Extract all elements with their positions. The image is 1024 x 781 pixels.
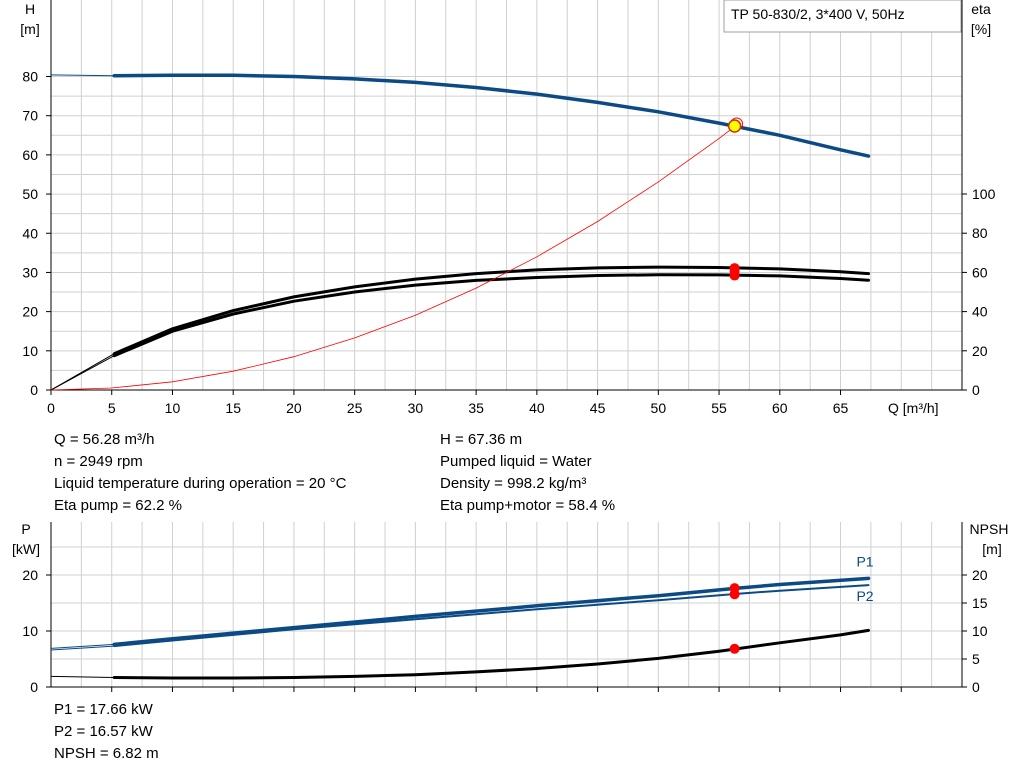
bottom-panel-right-tick-label: 10 [972,623,988,639]
top-left-axis-unit: [m] [20,21,39,37]
chart-title-box [723,0,962,33]
top-panel-x-tick-label: 65 [833,400,849,416]
bottom-panel-left-tick-label: 0 [30,679,38,695]
top-panel-right-tick-label: 80 [972,225,988,241]
info-flow: Q = 56.28 m³/h [54,431,155,448]
curve-system_curve [50,123,739,391]
bottom-panel-right-tick-label: 15 [972,595,988,611]
bottom-panel-right-tick-label: 20 [972,567,988,583]
top-panel-x-tick-label: 25 [347,400,363,416]
bottom-panel-right-tick-label: 0 [972,679,980,695]
operating-point-marker [729,270,740,281]
info-head: H = 67.36 m [440,431,523,448]
info-density: Density = 998.2 kg/m³ [440,475,587,492]
curve-eta_pump_motor [112,273,870,358]
top-panel-x-tick-label: 15 [225,400,241,416]
top-panel-x-tick-label: 0 [47,400,55,416]
top-panel-left-tick-label: 0 [30,382,38,398]
top-panel-right-tick-label: 40 [972,304,988,320]
info-top-left: Q = 56.28 m³/h n = 2949 rpm Liquid tempe… [54,429,346,517]
bottom-right-axis-unit: [m] [982,541,1001,557]
top-right-axis-name: eta [971,1,991,17]
top-right-axis-unit: [%] [971,21,991,37]
top-panel-x-tick-label: 40 [529,400,545,416]
top-panel-left-tick-label: 10 [22,343,38,359]
duty-point-marker [727,119,742,133]
info-p1: P1 = 17.66 kW [54,701,153,718]
info-eta-pump-motor: Eta pump+motor = 58.4 % [440,497,616,514]
operating-point-marker [729,643,740,654]
operating-point-marker [729,589,740,600]
top-panel-left-tick-label: 20 [22,304,38,320]
top-panel-grid [50,0,963,391]
curve-npsh [112,628,870,680]
top-panel-left-tick-label: 80 [22,69,38,85]
top-panel-x-tick-label: 5 [108,400,116,416]
top-panel-left-tick-label: 50 [22,186,38,202]
top-panel-x-tick-label: 10 [165,400,181,416]
top-left-axis-name: H [25,1,35,17]
top-panel-x-tick-label: 30 [408,400,424,416]
curve-p2 [113,584,870,648]
top-panel-left-tick-label: 60 [22,147,38,163]
top-panel-left-tick-label: 30 [22,264,38,280]
curve-eta_pump [112,265,870,356]
chart-title: TP 50-830/2, 3*400 V, 50Hz [731,6,905,22]
series-label-p1: P1 [856,553,873,569]
top-panel-right-tick-label: 20 [972,343,988,359]
bottom-panel-grid [50,522,963,688]
info-eta-pump: Eta pump = 62.2 % [54,497,182,514]
bottom-panel-right-tick-label: 5 [972,651,980,667]
curve-h-extension [50,74,115,77]
bottom-panel-left-tick-label: 10 [22,623,38,639]
top-panel-left-tick-label: 40 [22,225,38,241]
top-panel-x-tick-label: 45 [590,400,606,416]
bottom-left-axis-unit: [kW] [12,541,40,557]
info-p2: P2 = 16.57 kW [54,723,153,740]
info-bottom: P1 = 17.66 kW P2 = 16.57 kW NPSH = 6.82 … [54,699,159,765]
top-panel-x-tick-label: 55 [711,400,727,416]
info-pumped-liquid: Pumped liquid = Water [440,453,592,470]
bottom-right-axis-name: NPSH [970,521,1009,537]
curve-p1-extension [50,643,115,649]
top-panel-x-tick-label: 50 [651,400,667,416]
top-panel-right-tick-label: 0 [972,382,980,398]
top-panel-x-tick-label: 35 [468,400,484,416]
top-panel-right-tick-label: 60 [972,264,988,280]
bottom-panel-left-tick-label: 20 [22,567,38,583]
top-panel-left-tick-label: 70 [22,108,38,124]
curve-h [112,73,871,158]
info-speed: n = 2949 rpm [54,453,143,470]
curve-p2-extension [50,645,115,651]
info-npsh: NPSH = 6.82 m [54,745,159,762]
info-liquid-temperature: Liquid temperature during operation = 20… [54,475,347,492]
series-label-p2: P2 [856,588,873,604]
top-panel-right-tick-label: 100 [972,186,996,202]
top-panel-x-tick-label: 60 [772,400,788,416]
bottom-left-axis-name: P [21,521,30,537]
top-panel-x-tick-label: 20 [286,400,302,416]
info-top-right: H = 67.36 m Pumped liquid = Water Densit… [440,429,615,517]
curve-npsh-extension [50,675,115,678]
curve-eta_pump_motor-extension [50,355,115,391]
top-x-axis-label: Q [m³/h] [888,400,939,416]
curve-p1 [112,576,871,647]
